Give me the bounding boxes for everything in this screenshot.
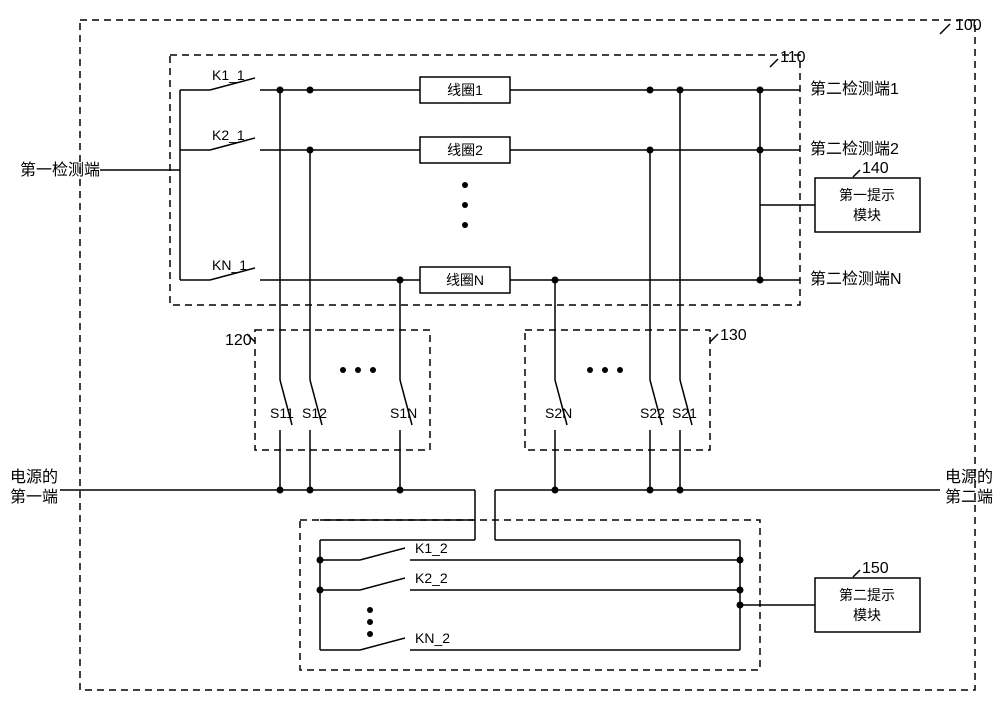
- s1n-label: S1N: [390, 405, 417, 421]
- leader-110: [770, 59, 778, 67]
- s22-label: S22: [640, 405, 665, 421]
- bottom-switch-rows: K1_2 K2_2 KN_2: [317, 520, 744, 650]
- power-left-l1: 电源的: [10, 468, 58, 486]
- ref-140: 140: [862, 160, 889, 177]
- block150-l2: 模块: [853, 607, 881, 623]
- power-right-l2: 第二端: [945, 488, 993, 506]
- row-1: K1_1 线圈1 第二检测端1: [180, 67, 899, 103]
- out-n-label: 第二检测端N: [810, 270, 902, 288]
- ref-130: 130: [720, 327, 747, 344]
- sw-k2-1-label: K2_1: [212, 127, 245, 143]
- coil-2-label: 线圈2: [447, 142, 483, 158]
- coil-n-label: 线圈N: [446, 272, 484, 288]
- row-2: K2_1 线圈2 第二检测端2: [180, 127, 899, 163]
- s2n-label: S2N: [545, 405, 572, 421]
- tap-s12-top: [307, 87, 314, 94]
- power-right-l1: 电源的: [945, 468, 993, 486]
- switch-k2-2: [360, 578, 405, 590]
- k1-2-label: K1_2: [415, 540, 448, 556]
- ref-110: 110: [780, 49, 806, 66]
- box-120: [255, 330, 430, 450]
- power-left-l2: 第一端: [10, 488, 58, 506]
- s21-label: S21: [672, 405, 697, 421]
- first-detect-label: 第一检测端: [20, 161, 100, 179]
- k2-2-label: K2_2: [415, 570, 448, 586]
- sw-k1-1-label: K1_1: [212, 67, 245, 83]
- block140-l2: 模块: [853, 207, 881, 223]
- switch-k1-2: [360, 548, 405, 560]
- s11-label: S11: [270, 405, 294, 421]
- power-right: 电源的 第二端: [495, 468, 993, 520]
- s12-label: S12: [302, 405, 327, 421]
- ellipsis-rows: [462, 182, 468, 228]
- row-n: KN_1 线圈N 第二检测端N: [180, 257, 902, 293]
- block150-l1: 第二提示: [839, 587, 895, 603]
- ref-100: 100: [955, 17, 982, 34]
- block140-l1: 第一提示: [839, 187, 895, 203]
- out-1-label: 第二检测端1: [810, 80, 899, 98]
- block-140: 140 第一提示 模块: [757, 87, 921, 284]
- block-150: 150 第二提示 模块: [737, 560, 921, 632]
- switch-kn-2: [360, 638, 405, 650]
- sw-kn-1-label: KN_1: [212, 257, 247, 273]
- leader-130: [710, 334, 718, 342]
- out-2-label: 第二检测端2: [810, 140, 899, 158]
- tap-s22-top: [647, 87, 654, 94]
- leader-100: [940, 24, 950, 34]
- coil-1-label: 线圈1: [447, 82, 483, 98]
- ref-150: 150: [862, 560, 889, 577]
- kn-2-label: KN_2: [415, 630, 450, 646]
